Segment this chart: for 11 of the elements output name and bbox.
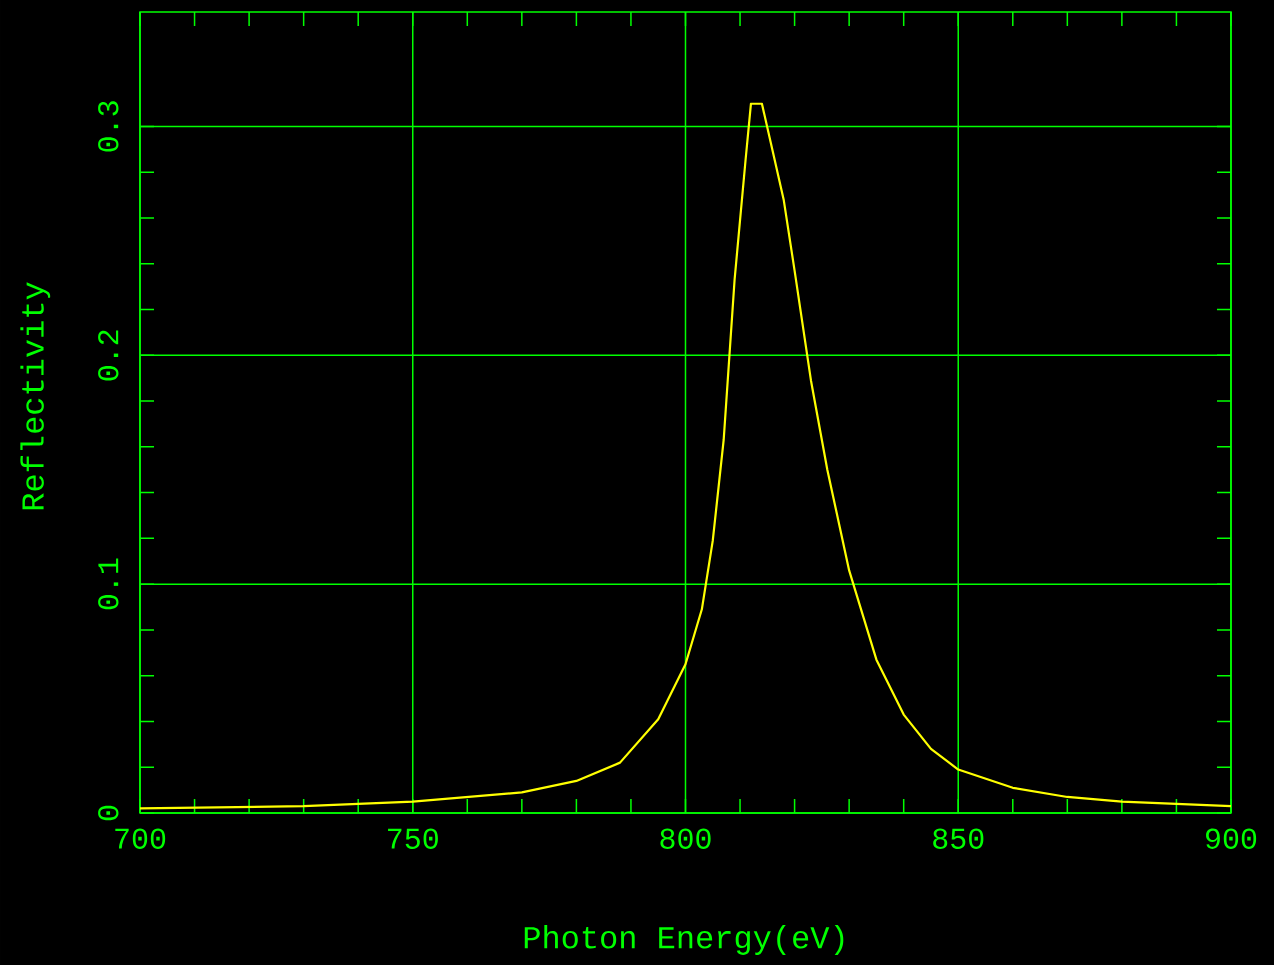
- x-tick-label: 700: [115, 828, 166, 849]
- y-tick-label: 0.2: [98, 330, 119, 381]
- x-tick-label: 800: [660, 828, 711, 849]
- x-tick-label: 900: [1206, 828, 1257, 849]
- x-tick-label: 750: [388, 828, 438, 849]
- y-tick-label: 0: [98, 805, 119, 821]
- x-tick-label: 850: [933, 828, 984, 849]
- y-tick-label: 0.3: [98, 101, 119, 152]
- y-axis-title: Reflectivity: [20, 282, 51, 510]
- x-axis-title: Photon Energy(eV): [524, 925, 844, 955]
- y-tick-label: 0.1: [98, 558, 119, 610]
